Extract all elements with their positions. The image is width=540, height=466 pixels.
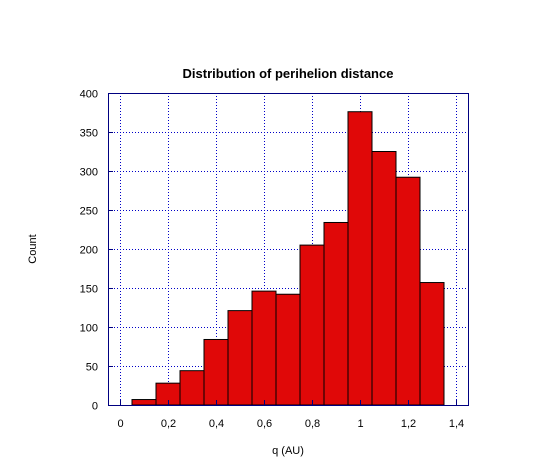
- y-tick-label: 200: [80, 245, 98, 257]
- y-tick-label: 50: [86, 362, 98, 374]
- histogram-bar: [131, 399, 157, 406]
- histogram-bar: [227, 310, 253, 406]
- histogram-bar: [347, 111, 373, 406]
- y-axis-ticks: 0 50 100 150 200 250 300 350 400: [80, 89, 113, 413]
- x-tick-label: 0,6: [257, 418, 272, 430]
- x-tick-label: 0,2: [161, 418, 176, 430]
- histogram-bar: [395, 176, 421, 406]
- chart-title: Distribution of perihelion distance: [183, 66, 394, 81]
- y-tick-label: 350: [80, 128, 98, 140]
- x-tick-label: 1,4: [449, 418, 464, 430]
- bars: [131, 111, 445, 406]
- y-tick-label: 250: [80, 206, 98, 218]
- y-tick-label: 100: [80, 323, 98, 335]
- y-tick-label: 0: [92, 401, 98, 413]
- y-axis-label: Count: [27, 234, 39, 263]
- y-tick-label: 150: [80, 284, 98, 296]
- histogram-bar: [299, 244, 325, 406]
- x-tick-label: 0,8: [305, 418, 320, 430]
- y-tick-label: 400: [80, 89, 98, 101]
- x-tick-label: 0: [117, 418, 123, 430]
- histogram-bar: [179, 370, 205, 406]
- histogram-bar: [371, 151, 397, 406]
- histogram-bar: [251, 290, 277, 406]
- y-tick-label: 300: [80, 167, 98, 179]
- histogram-bar: [323, 221, 349, 406]
- x-axis-ticks: 0 0,2 0,4 0,6 0,8 1 1,2 1,4: [117, 400, 464, 430]
- histogram-bar: [419, 282, 445, 406]
- x-tick-label: 1,2: [401, 418, 416, 430]
- histogram-bar: [275, 293, 301, 406]
- x-tick-label: 1: [357, 418, 363, 430]
- histogram-bar: [203, 338, 229, 406]
- x-axis-label: q (AU): [272, 445, 304, 457]
- x-tick-label: 0,4: [209, 418, 224, 430]
